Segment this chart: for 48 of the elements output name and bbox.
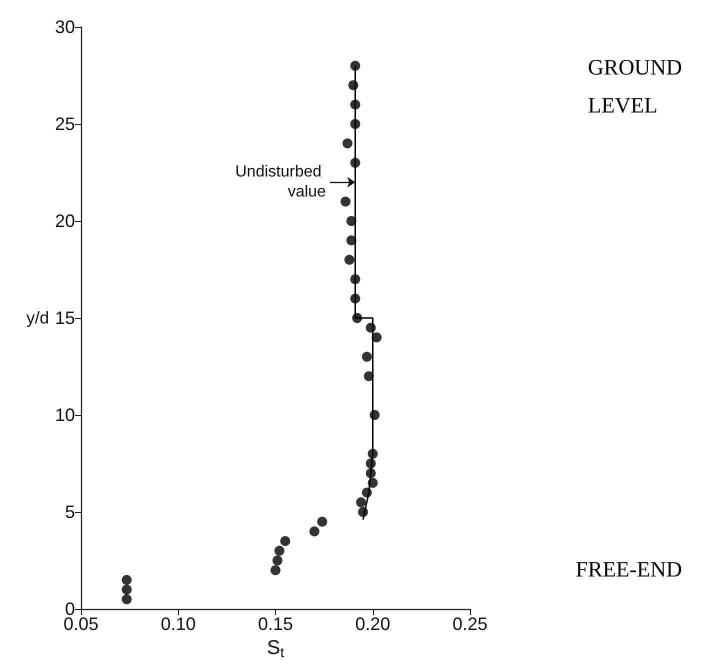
point	[317, 516, 328, 527]
point	[274, 546, 284, 556]
point	[368, 448, 378, 459]
x-tick-label: 0.15	[258, 614, 294, 634]
point	[366, 468, 376, 478]
point	[366, 322, 376, 333]
point	[348, 80, 358, 90]
point	[358, 507, 368, 517]
y-tick-label: 30	[54, 17, 75, 37]
point	[350, 274, 360, 284]
y-tick-label: 25	[54, 114, 75, 134]
y-tick-label: 15	[54, 308, 75, 328]
point	[272, 556, 282, 566]
y-tick-label: 20	[54, 211, 75, 231]
point	[122, 594, 132, 604]
y-axis-title: y/d	[26, 308, 50, 328]
point	[342, 138, 352, 148]
point	[280, 536, 290, 546]
text: GROUND LEVEL	[588, 54, 682, 118]
x-tick-label: 0.10	[160, 614, 196, 634]
point	[340, 196, 351, 207]
point	[346, 216, 356, 226]
point	[344, 254, 354, 265]
x-tick-label: 0.25	[452, 614, 488, 634]
point	[362, 352, 372, 362]
point	[372, 332, 382, 342]
point	[309, 526, 320, 536]
point	[122, 584, 132, 595]
point	[350, 119, 360, 129]
y-tick-label: 10	[54, 405, 75, 425]
point	[356, 497, 366, 508]
y-tick-label: 5	[64, 502, 75, 522]
text: FREE-END	[576, 556, 682, 582]
point	[370, 410, 380, 420]
point	[364, 371, 374, 382]
point	[350, 100, 360, 110]
point	[346, 235, 356, 246]
point	[352, 313, 362, 323]
point	[350, 294, 360, 304]
point	[350, 158, 360, 168]
annotation: Undisturbed value	[235, 164, 326, 201]
point	[366, 458, 376, 468]
point	[122, 574, 132, 585]
point	[368, 478, 378, 488]
point	[350, 60, 360, 71]
x-tick-label: 0.20	[355, 614, 390, 634]
point	[270, 565, 280, 576]
point	[362, 488, 372, 498]
